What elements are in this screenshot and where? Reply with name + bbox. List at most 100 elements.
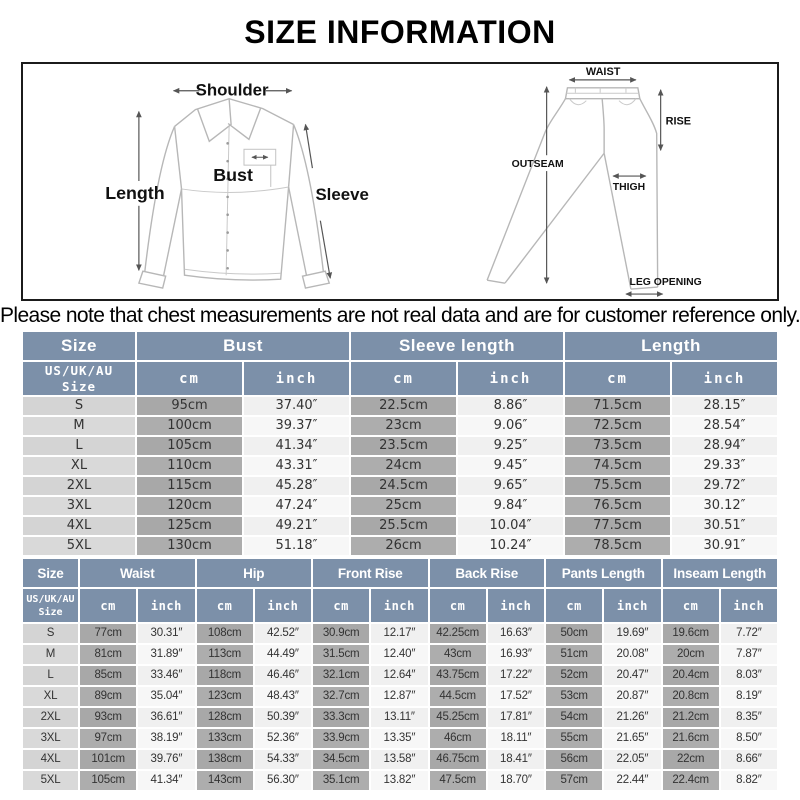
unit-header-inch: inch bbox=[487, 589, 544, 622]
cm-value-cell: 85cm bbox=[80, 666, 137, 685]
inch-value-cell: 17.81″ bbox=[487, 708, 544, 727]
group-header-pants-length: Pants Length bbox=[546, 559, 661, 587]
outseam-label: OUTSEAM bbox=[512, 159, 564, 170]
length-label: Length bbox=[105, 183, 164, 203]
table-row: L 105cm 41.34″ 23.5cm 9.25″ 73.5cm 28.94″ bbox=[23, 437, 777, 455]
inch-value-cell: 12.40″ bbox=[371, 645, 428, 664]
cm-value-cell: 22.5cm bbox=[351, 397, 456, 415]
unit-header-cm: cm bbox=[80, 589, 137, 622]
inch-value-cell: 20.08″ bbox=[604, 645, 661, 664]
inch-value-cell: 8.86″ bbox=[458, 397, 563, 415]
cm-value-cell: 30.9cm bbox=[313, 624, 370, 643]
cm-value-cell: 101cm bbox=[80, 750, 137, 769]
group-header-size: Size bbox=[23, 559, 78, 587]
inch-value-cell: 22.05″ bbox=[604, 750, 661, 769]
cm-value-cell: 57cm bbox=[546, 771, 603, 790]
inch-value-cell: 20.47″ bbox=[604, 666, 661, 685]
unit-header-inch: inch bbox=[244, 362, 349, 395]
inch-value-cell: 8.03″ bbox=[720, 666, 777, 685]
cm-value-cell: 143cm bbox=[196, 771, 253, 790]
cm-value-cell: 20.8cm bbox=[662, 687, 719, 706]
size-label-cell: 3XL bbox=[23, 497, 135, 515]
cm-value-cell: 77.5cm bbox=[565, 517, 670, 535]
cm-value-cell: 73.5cm bbox=[565, 437, 670, 455]
inch-value-cell: 10.24″ bbox=[458, 537, 563, 555]
cm-value-cell: 22.4cm bbox=[662, 771, 719, 790]
rise-label: RISE bbox=[666, 115, 691, 127]
inch-value-cell: 18.70″ bbox=[487, 771, 544, 790]
inch-value-cell: 9.84″ bbox=[458, 497, 563, 515]
inch-value-cell: 39.37″ bbox=[244, 417, 349, 435]
inch-value-cell: 30.12″ bbox=[672, 497, 777, 515]
inch-value-cell: 54.33″ bbox=[254, 750, 311, 769]
inch-value-cell: 49.21″ bbox=[244, 517, 349, 535]
table-row: 2XL 115cm 45.28″ 24.5cm 9.65″ 75.5cm 29.72″ bbox=[23, 477, 777, 495]
table-row: 4XL 125cm 49.21″ 25.5cm 10.04″ 77.5cm 30.51″ bbox=[23, 517, 777, 535]
inch-value-cell: 21.65″ bbox=[604, 729, 661, 748]
cm-value-cell: 44.5cm bbox=[429, 687, 486, 706]
inch-value-cell: 10.04″ bbox=[458, 517, 563, 535]
cm-value-cell: 46.75cm bbox=[429, 750, 486, 769]
size-label-cell: 2XL bbox=[23, 477, 135, 495]
inch-value-cell: 12.87″ bbox=[371, 687, 428, 706]
unit-header-row: US/UK/AU Size cm inch cm inch cm inch cm… bbox=[23, 589, 777, 622]
inch-value-cell: 44.49″ bbox=[254, 645, 311, 664]
shirt-size-table: Size Bust Sleeve length Length US/UK/AU … bbox=[21, 330, 779, 557]
shirt-outline bbox=[137, 97, 331, 289]
inch-value-cell: 22.44″ bbox=[604, 771, 661, 790]
inch-value-cell: 13.11″ bbox=[371, 708, 428, 727]
cm-value-cell: 33.9cm bbox=[313, 729, 370, 748]
cm-value-cell: 95cm bbox=[137, 397, 242, 415]
unit-header-cm: cm bbox=[429, 589, 486, 622]
inch-value-cell: 36.61″ bbox=[138, 708, 195, 727]
size-label-cell: S bbox=[23, 397, 135, 415]
cm-value-cell: 130cm bbox=[137, 537, 242, 555]
unit-header-cm: cm bbox=[546, 589, 603, 622]
cm-value-cell: 32.7cm bbox=[313, 687, 370, 706]
unit-header-inch: inch bbox=[254, 589, 311, 622]
size-label-cell: L bbox=[23, 437, 135, 455]
cm-value-cell: 25.5cm bbox=[351, 517, 456, 535]
cm-value-cell: 108cm bbox=[196, 624, 253, 643]
cm-value-cell: 23cm bbox=[351, 417, 456, 435]
cm-value-cell: 120cm bbox=[137, 497, 242, 515]
cm-value-cell: 56cm bbox=[546, 750, 603, 769]
unit-header-inch: inch bbox=[672, 362, 777, 395]
cm-value-cell: 33.3cm bbox=[313, 708, 370, 727]
shirt-diagram: Shoulder Length Bust Sleeve bbox=[105, 81, 369, 289]
group-header-sleeve-length: Sleeve length bbox=[351, 332, 563, 360]
inch-value-cell: 46.46″ bbox=[254, 666, 311, 685]
cm-value-cell: 138cm bbox=[196, 750, 253, 769]
cm-value-cell: 26cm bbox=[351, 537, 456, 555]
pants-size-table: Size Waist Hip Front Rise Back Rise Pant… bbox=[21, 557, 779, 792]
cm-value-cell: 42.25cm bbox=[429, 624, 486, 643]
inch-value-cell: 48.43″ bbox=[254, 687, 311, 706]
inch-value-cell: 37.40″ bbox=[244, 397, 349, 415]
table-row: 5XL 105cm 41.34″ 143cm 56.30″ 35.1cm 13.82″ 47.… bbox=[23, 771, 777, 790]
size-standard-header: US/UK/AU Size bbox=[23, 589, 78, 622]
group-header-hip: Hip bbox=[196, 559, 311, 587]
inch-value-cell: 8.50″ bbox=[720, 729, 777, 748]
inch-value-cell: 19.69″ bbox=[604, 624, 661, 643]
cm-value-cell: 52cm bbox=[546, 666, 603, 685]
cm-value-cell: 21.2cm bbox=[662, 708, 719, 727]
size-label-cell: 4XL bbox=[23, 517, 135, 535]
cm-value-cell: 20cm bbox=[662, 645, 719, 664]
cm-value-cell: 77cm bbox=[80, 624, 137, 643]
cm-value-cell: 81cm bbox=[80, 645, 137, 664]
inch-value-cell: 30.31″ bbox=[138, 624, 195, 643]
shoulder-label: Shoulder bbox=[196, 81, 269, 100]
inch-value-cell: 9.06″ bbox=[458, 417, 563, 435]
bust-label: Bust bbox=[213, 165, 253, 185]
cm-value-cell: 53cm bbox=[546, 687, 603, 706]
cm-value-cell: 35.1cm bbox=[313, 771, 370, 790]
sleeve-label: Sleeve bbox=[315, 185, 368, 204]
pants-outline bbox=[486, 87, 659, 290]
shirt-pocket bbox=[243, 148, 277, 166]
inch-value-cell: 18.41″ bbox=[487, 750, 544, 769]
group-header-back-rise: Back Rise bbox=[429, 559, 544, 587]
cm-value-cell: 54cm bbox=[546, 708, 603, 727]
unit-header-cm: cm bbox=[565, 362, 670, 395]
inch-value-cell: 47.24″ bbox=[244, 497, 349, 515]
sleeve-arrow bbox=[303, 123, 313, 169]
